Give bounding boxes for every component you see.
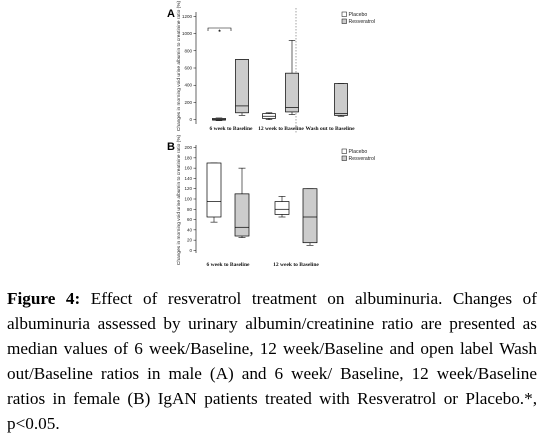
panel-label: A xyxy=(167,8,175,20)
box-placebo xyxy=(262,112,276,120)
x-category-label: 12 week to Baseline xyxy=(273,262,319,268)
x-category-label: 6 week to Baseline xyxy=(210,126,253,132)
y-tick-label: 0 xyxy=(189,117,192,122)
y-tick-label: 800 xyxy=(184,48,192,53)
caption-text: Effect of resveratrol treatment on album… xyxy=(7,289,537,433)
significance-marker: * xyxy=(218,30,221,36)
legend-swatch xyxy=(341,18,347,24)
significance-bracket xyxy=(207,27,232,31)
y-tick-label: 200 xyxy=(184,100,192,105)
legend-swatch xyxy=(341,155,347,161)
y-axis-label: Changes in morning void urine albumin to… xyxy=(176,135,182,266)
y-tick-label: 0 xyxy=(189,248,192,253)
y-tick-label: 200 xyxy=(184,145,192,150)
y-tick-label: 140 xyxy=(184,176,192,181)
legend-label: Resveratrol xyxy=(349,19,376,25)
box-iqr xyxy=(206,162,222,218)
legend-label: Placebo xyxy=(349,12,368,18)
x-category-label: 12 week to Baseline xyxy=(258,126,304,132)
legend-label: Resveratrol xyxy=(349,156,376,162)
legend-label: Placebo xyxy=(349,149,368,155)
box-placebo xyxy=(206,162,222,223)
caption-lead: Figure 4: xyxy=(7,289,81,308)
box-resveratrol xyxy=(285,40,299,115)
y-tick-label: 80 xyxy=(187,207,193,212)
x-category-label: 6 week to Baseline xyxy=(207,262,250,268)
panel-label: B xyxy=(167,141,175,153)
y-tick-label: 180 xyxy=(184,155,192,160)
box-iqr xyxy=(302,188,318,244)
y-tick-label: 120 xyxy=(184,186,192,191)
y-tick-label: 600 xyxy=(184,66,192,71)
y-tick-label: 60 xyxy=(187,217,193,222)
box-iqr xyxy=(274,201,290,215)
box-resveratrol xyxy=(234,167,250,238)
box-placebo xyxy=(212,117,226,121)
box-iqr xyxy=(334,83,348,116)
y-tick-label: 20 xyxy=(187,238,193,243)
figure-caption: Figure 4: Effect of resveratrol treatmen… xyxy=(7,286,537,436)
y-tick-label: 40 xyxy=(187,227,193,232)
box-iqr xyxy=(235,59,249,114)
y-axis-label: Changes in morning void urine albumin to… xyxy=(176,1,182,132)
y-tick-label: 400 xyxy=(184,83,192,88)
box-iqr xyxy=(234,193,250,237)
y-tick-label: 100 xyxy=(184,197,192,202)
legend-swatch xyxy=(341,11,347,17)
box-iqr xyxy=(285,72,299,113)
box-resveratrol xyxy=(334,83,348,117)
legend-swatch xyxy=(341,148,347,154)
y-tick-label: 160 xyxy=(184,166,192,171)
box-resveratrol xyxy=(302,188,318,246)
y-tick-label: 1200 xyxy=(182,14,193,19)
y-tick-label: 1000 xyxy=(182,31,193,36)
box-placebo xyxy=(274,196,290,218)
x-category-label: Wash out to Baseline xyxy=(305,126,355,132)
box-resveratrol xyxy=(235,59,249,116)
